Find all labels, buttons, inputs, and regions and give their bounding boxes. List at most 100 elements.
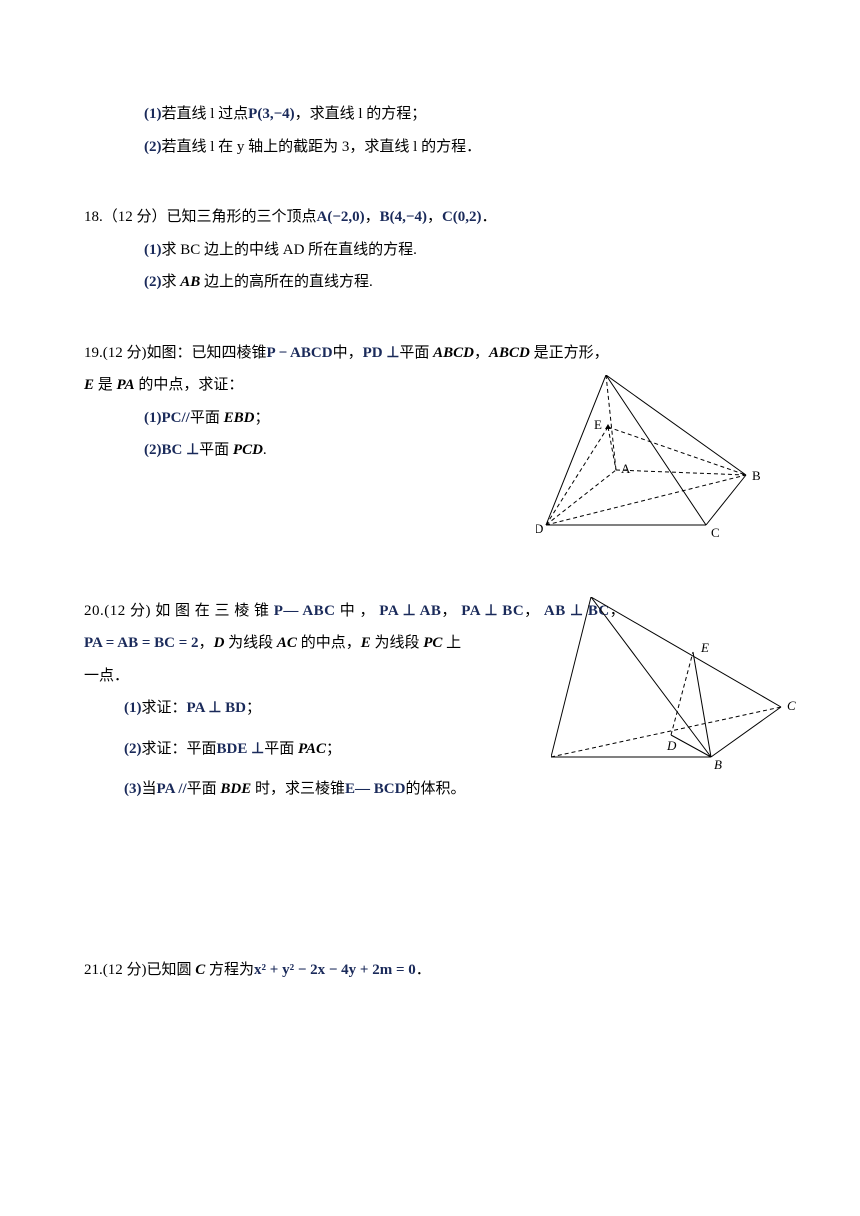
text: 为线段 bbox=[371, 635, 424, 651]
svg-text:C: C bbox=[787, 698, 796, 713]
math-d: D bbox=[214, 635, 225, 651]
svg-text:B: B bbox=[752, 468, 761, 483]
math-point-p: P(3,−4) bbox=[248, 106, 294, 122]
text: 20.(12 分) 如 图 在 三 棱 锥 bbox=[84, 603, 270, 619]
sep: ， bbox=[427, 209, 442, 225]
text: 当 bbox=[142, 781, 157, 797]
svg-text:B: B bbox=[714, 757, 722, 772]
svg-text:E: E bbox=[700, 640, 709, 655]
math-vertex-b: B(4,−4) bbox=[380, 209, 427, 225]
tetrahedron-diagram-icon: PABCDE bbox=[551, 597, 806, 782]
q17-sub2: (2)若直线 l 在 y 轴上的截距为 3，求直线 l 的方程． bbox=[84, 133, 776, 162]
text: 的中点， bbox=[297, 635, 361, 651]
text: 平面 bbox=[264, 741, 298, 757]
math-bde-perp: BDE ⊥ bbox=[217, 741, 265, 757]
sub-number: (2) bbox=[144, 268, 162, 297]
q20-figure: PABCDE bbox=[551, 597, 806, 793]
text: 方程为 bbox=[205, 962, 254, 978]
text: 平面 bbox=[187, 781, 221, 797]
text: 21.(12 分)已知圆 bbox=[84, 962, 195, 978]
text: 平面 bbox=[399, 345, 433, 361]
sep: ， bbox=[365, 209, 380, 225]
text: 若直线 l 过点 bbox=[162, 106, 249, 122]
math-ab: AB bbox=[180, 274, 200, 290]
math-bc-perp: BC ⊥ bbox=[162, 442, 200, 458]
text: 中， bbox=[333, 345, 363, 361]
text: 上 bbox=[442, 635, 461, 651]
math-pd-perp: PD ⊥ bbox=[363, 345, 400, 361]
text: 为线段 bbox=[224, 635, 277, 651]
text: 的中点，求证： bbox=[135, 377, 244, 393]
sep: ， bbox=[524, 603, 540, 619]
math-ebd: EBD bbox=[224, 410, 255, 426]
text: 求证：平面 bbox=[142, 741, 217, 757]
q19-figure: PDCBAE bbox=[536, 375, 766, 566]
math-pc-parallel: PC// bbox=[162, 410, 190, 426]
text: 求证： bbox=[142, 700, 187, 716]
question-17-subs: (1)若直线 l 过点P(3,−4)，求直线 l 的方程； (2)若直线 l 在… bbox=[84, 100, 776, 161]
svg-text:A: A bbox=[621, 461, 631, 476]
sub-number: (1) bbox=[144, 404, 162, 433]
text: 时，求三棱锥 bbox=[251, 781, 345, 797]
q18-head: 18.（12 分）已知三角形的三个顶点A(−2,0)，B(4,−4)，C(0,2… bbox=[84, 203, 776, 232]
sub-number: (1) bbox=[144, 236, 162, 265]
math-p-abc: P— ABC bbox=[274, 603, 336, 619]
math-e: E bbox=[84, 377, 94, 393]
sep: ， bbox=[474, 345, 489, 361]
semi: ； bbox=[326, 741, 341, 757]
text: 18.（12 分）已知三角形的三个顶点 bbox=[84, 209, 317, 225]
sub-number: (3) bbox=[124, 775, 142, 804]
svg-text:E: E bbox=[594, 417, 602, 432]
math-pa-perp-bc: PA ⊥ BC bbox=[461, 603, 524, 619]
math-pa-parallel: PA // bbox=[157, 781, 187, 797]
semi: ； bbox=[246, 700, 261, 716]
sub-number: (1) bbox=[144, 100, 162, 129]
math-pa-perp-ab: PA ⊥ AB bbox=[379, 603, 441, 619]
semi: ； bbox=[254, 410, 269, 426]
math-c: C bbox=[195, 962, 205, 978]
text: 19.(12 分)如图：已知四棱锥 bbox=[84, 345, 267, 361]
sub-number: (2) bbox=[124, 735, 142, 764]
math-ac: AC bbox=[277, 635, 297, 651]
question-19: 19.(12 分)如图：已知四棱锥P − ABCD中，PD ⊥平面 ABCD，A… bbox=[84, 339, 776, 465]
math-pyramid: P − ABCD bbox=[267, 345, 333, 361]
text: 求 bbox=[162, 274, 181, 290]
math-pa-perp-bd: PA ⊥ BD bbox=[187, 700, 246, 716]
text: ，求直线 l 的方程； bbox=[295, 106, 427, 122]
text: 是正方形， bbox=[530, 345, 609, 361]
math-pc: PC bbox=[423, 635, 442, 651]
sub-number: (2) bbox=[144, 133, 162, 162]
text: ， bbox=[199, 635, 214, 651]
math-vertex-c: C(0,2) bbox=[442, 209, 482, 225]
text: 求 BC 边上的中线 AD 所在直线的方程. bbox=[162, 242, 417, 258]
pyramid-diagram-icon: PDCBAE bbox=[536, 375, 766, 555]
text: 平面 bbox=[190, 410, 224, 426]
math-pcd: PCD bbox=[233, 442, 263, 458]
q19-head-line1: 19.(12 分)如图：已知四棱锥P − ABCD中，PD ⊥平面 ABCD，A… bbox=[84, 339, 776, 368]
math-e: E bbox=[361, 635, 371, 651]
sub-number: (1) bbox=[124, 694, 142, 723]
svg-text:D: D bbox=[536, 521, 543, 536]
question-20: 20.(12 分) 如 图 在 三 棱 锥 P— ABC 中 ， PA ⊥ AB… bbox=[84, 597, 776, 804]
period: . bbox=[263, 442, 267, 458]
math-abcd: ABCD bbox=[489, 345, 530, 361]
spacer bbox=[84, 846, 776, 956]
math-lengths: PA = AB = BC = 2 bbox=[84, 635, 199, 651]
math-e-bcd: E— BCD bbox=[345, 781, 405, 797]
text: 边上的高所在的直线方程. bbox=[200, 274, 373, 290]
svg-text:C: C bbox=[711, 525, 720, 540]
period: ． bbox=[482, 209, 497, 225]
sub-number: (2) bbox=[144, 436, 162, 465]
text: 一点． bbox=[84, 668, 129, 684]
sep: ， bbox=[441, 603, 457, 619]
q21-head: 21.(12 分)已知圆 C 方程为x² + y² − 2x − 4y + 2m… bbox=[84, 956, 776, 985]
question-21: 21.(12 分)已知圆 C 方程为x² + y² − 2x − 4y + 2m… bbox=[84, 956, 776, 985]
math-bde: BDE bbox=[220, 781, 251, 797]
q18-sub2: (2)求 AB 边上的高所在的直线方程. bbox=[84, 268, 776, 297]
q18-sub1: (1)求 BC 边上的中线 AD 所在直线的方程. bbox=[84, 236, 776, 265]
text: 平面 bbox=[199, 442, 233, 458]
svg-text:D: D bbox=[666, 738, 677, 753]
text: 中 ， bbox=[340, 603, 375, 619]
text: 是 bbox=[94, 377, 117, 393]
math-pa: PA bbox=[117, 377, 135, 393]
